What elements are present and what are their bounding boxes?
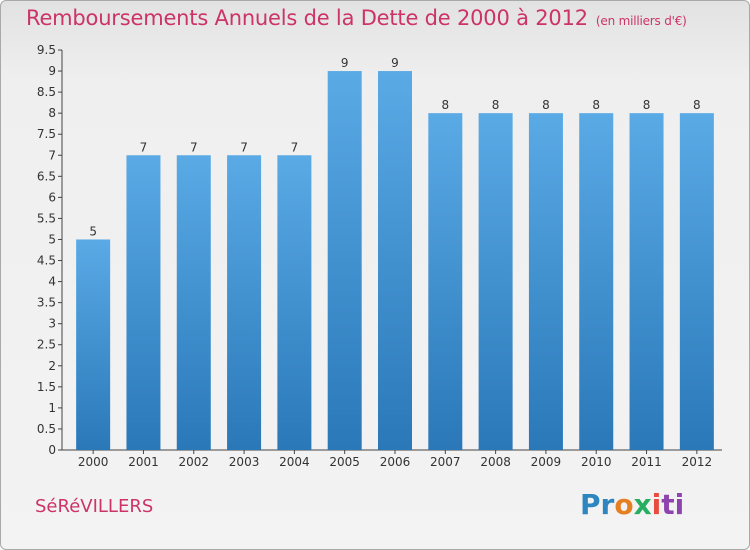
proxiti-logo: Proxiti (580, 488, 685, 521)
data-label: 7 (190, 140, 198, 154)
labels: 2000 5 2001 7 2002 7 2003 7 2004 7 2005 9 2006 9 2007 8… (78, 56, 712, 469)
y-tick-label: 4 (48, 275, 56, 289)
y-tick-label: 7.5 (37, 127, 56, 141)
data-label: 5 (89, 224, 97, 238)
data-label: 7 (240, 140, 248, 154)
y-tick-label: 2 (48, 359, 56, 373)
bar-2009 (528, 113, 563, 450)
bar-2006 (378, 71, 412, 450)
y-tick-label: 1.5 (37, 380, 56, 394)
x-tick-label: 2009 (531, 455, 562, 469)
axes: 0 0.5 1 1.5 2 2.5 3 3.5 4 4.5 5 5.5 6 6.5 7 7.5 8 8.5 9 9.5 (37, 43, 722, 457)
data-label: 7 (291, 140, 299, 154)
x-tick-label: 2003 (229, 455, 260, 469)
chart-title: Remboursements Annuels de la Dette de 20… (26, 6, 687, 30)
data-label: 8 (492, 98, 500, 112)
bar-2003 (227, 155, 262, 450)
bar-2005 (327, 71, 362, 450)
x-tick-label: 2004 (279, 455, 310, 469)
y-tick-label: 3.5 (37, 296, 56, 310)
x-tick-label: 2010 (581, 455, 612, 469)
data-label: 9 (391, 56, 399, 70)
data-label: 8 (441, 98, 449, 112)
data-label: 9 (341, 56, 349, 70)
bar-2011 (629, 113, 664, 450)
data-label: 8 (592, 98, 600, 112)
x-tick-label: 2000 (78, 455, 109, 469)
y-tick-label: 3 (48, 317, 56, 331)
chart-subtitle: (en milliers d'€) (595, 14, 687, 28)
y-tick-label: 5 (48, 232, 56, 246)
y-tick-label: 6.5 (37, 169, 56, 183)
x-tick-label: 2005 (329, 455, 360, 469)
x-tick-label: 2008 (480, 455, 511, 469)
title-text: Remboursements Annuels de la Dette de 20… (26, 6, 588, 30)
y-tick-label: 9.5 (37, 43, 56, 57)
data-label: 8 (643, 98, 651, 112)
y-tick-label: 2.5 (37, 338, 56, 352)
bar-2001 (126, 155, 161, 450)
y-tick-label: 8 (48, 106, 56, 120)
y-tick-label: 7 (48, 148, 56, 162)
x-tick-label: 2007 (430, 455, 461, 469)
x-tick-label: 2001 (128, 455, 159, 469)
x-tick-label: 2012 (682, 455, 713, 469)
bar-2012 (679, 113, 714, 450)
y-tick-label: 5.5 (37, 211, 56, 225)
bars (76, 71, 714, 450)
data-label: 8 (542, 98, 550, 112)
data-label: 7 (140, 140, 148, 154)
bar-2000 (76, 239, 111, 450)
bar-2002 (176, 155, 211, 450)
y-tick-label: 8.5 (37, 85, 56, 99)
bar-2007 (428, 113, 463, 450)
y-tick-label: 1 (48, 401, 56, 415)
y-tick-label: 0.5 (37, 422, 56, 436)
commune-name: SéRéVILLERS (35, 496, 154, 517)
y-tick-label: 6 (48, 190, 56, 204)
x-tick-label: 2011 (631, 455, 662, 469)
y-tick-label: 0 (48, 443, 56, 457)
y-tick-label: 4.5 (37, 254, 56, 268)
y-tick-label: 9 (48, 64, 56, 78)
data-label: 8 (693, 98, 701, 112)
bar-2010 (579, 113, 614, 450)
x-tick-label: 2002 (178, 455, 209, 469)
x-tick-label: 2006 (380, 455, 411, 469)
bar-2008 (478, 113, 513, 450)
bar-2004 (277, 155, 312, 450)
